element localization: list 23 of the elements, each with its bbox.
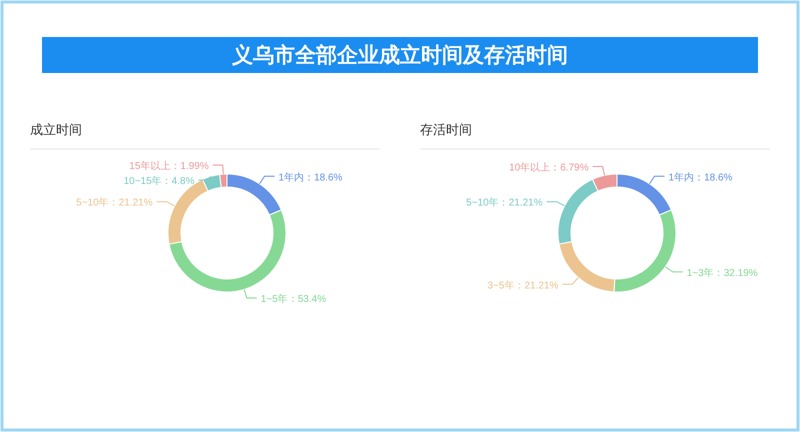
data-label: ：21.21% — [108, 198, 153, 209]
slice-label: 3~5年 — [487, 279, 514, 292]
chart-title: 成立时间 — [30, 122, 82, 137]
slice-label: 1年内 — [278, 171, 304, 184]
slice-label: 1年内 — [668, 171, 694, 184]
data-label: ：18.6% — [304, 172, 343, 184]
slice-label: 1~3年 — [686, 266, 714, 279]
data-label: ：1.99% — [170, 161, 209, 172]
slice-label: 10年以上 — [509, 162, 550, 174]
slice-label: 5~10年 — [466, 196, 499, 209]
data-label: ：18.6% — [694, 172, 733, 184]
data-label: ：21.21% — [498, 198, 543, 209]
data-label: ：6.79% — [550, 162, 589, 174]
slice-label: 15年以上 — [129, 160, 170, 172]
data-label: ：4.8% — [162, 176, 195, 188]
data-label: ：53.4% — [288, 294, 326, 306]
slice-label: 1~5年 — [260, 293, 288, 306]
data-label: ：32.19% — [714, 268, 758, 279]
text: 义乌市全部企业成立时间及存活时间 — [231, 43, 568, 67]
data-label: ：21.21% — [514, 280, 558, 292]
chart-title: 存活时间 — [420, 122, 472, 137]
slice-label: 5~10年 — [76, 196, 109, 209]
slice-label: 10~15年 — [124, 175, 162, 188]
